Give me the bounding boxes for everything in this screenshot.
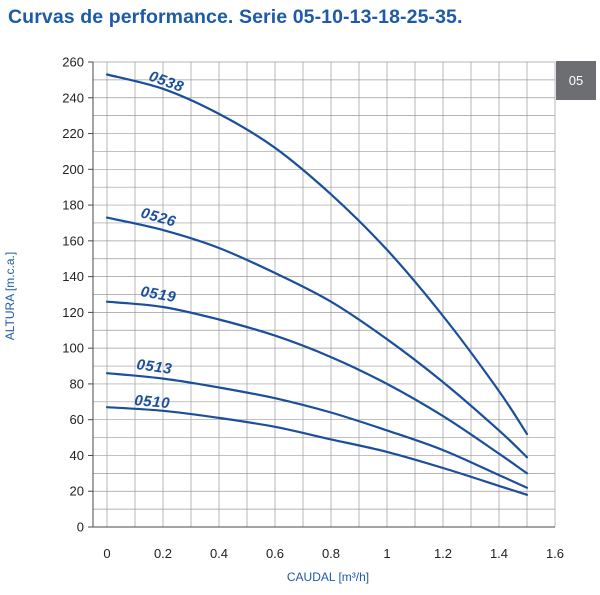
x-tick-label: 1.2 [434,546,452,561]
y-tick-label: 100 [62,341,84,356]
y-axis-ticks: 0 20 40 60 80 100 120 140 160 180 200 220 240 260 [62,55,93,535]
y-tick-label: 220 [62,126,84,141]
x-tick-label: 0.6 [266,546,284,561]
series-line-0519 [105,300,529,475]
y-tick-label: 180 [62,198,84,213]
curve-label-0519: 0519 [139,283,177,306]
chart-title: Curvas de performance. Serie 05-10-13-18… [8,6,463,28]
y-tick-label: 80 [70,376,84,391]
y-tick-label: 60 [70,412,84,427]
x-tick-label: 1 [383,546,390,561]
y-tick-label: 240 [62,90,84,105]
y-tick-label: 120 [62,305,84,320]
y-tick-label: 20 [70,484,84,499]
curve-label-0526: 0526 [139,205,178,231]
curve-labels: 0538 0526 0519 0513 0510 [134,68,186,412]
series-line-0526 [105,216,529,459]
x-tick-label: 0 [103,546,110,561]
x-axis-ticks: 0 0.2 0.4 0.6 0.8 1 1.2 1.4 1.6 [103,546,564,561]
y-axis-label: ALTURA [m.c.a.] [3,252,17,340]
x-axis-label: CAUDAL [m³/h] [287,570,369,584]
section-tab-label: 05 [568,73,584,88]
y-tick-label: 0 [77,520,84,535]
y-tick-label: 260 [62,55,84,70]
x-tick-label: 1.6 [546,546,564,561]
y-tick-label: 200 [62,162,84,177]
x-tick-label: 1.4 [490,546,508,561]
section-tab: 05 [556,61,596,100]
series-lines [105,73,529,496]
x-tick-label: 0.8 [322,546,340,561]
series-line-0538 [105,73,529,436]
x-tick-label: 0.2 [154,546,172,561]
y-tick-label: 140 [62,269,84,284]
curve-label-0538: 0538 [147,68,186,96]
grid [93,61,556,528]
y-tick-label: 160 [62,233,84,248]
curve-label-0510: 0510 [134,392,171,412]
y-tick-label: 40 [70,448,84,463]
series-line-0510 [105,406,529,496]
curve-label-0513: 0513 [135,356,173,378]
axes [92,62,555,528]
x-tick-label: 0.4 [210,546,228,561]
series-line-0513 [105,372,529,489]
